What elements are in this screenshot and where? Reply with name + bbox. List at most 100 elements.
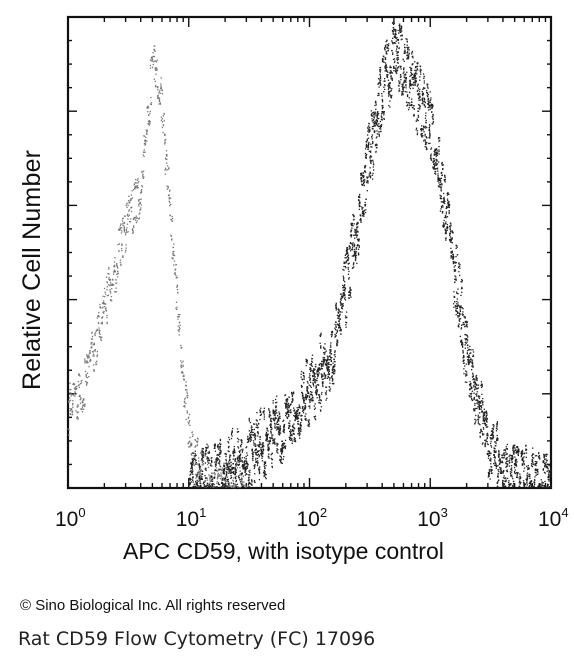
histogram-point	[383, 55, 385, 58]
histogram-point	[354, 248, 356, 251]
histogram-point	[431, 107, 433, 110]
histogram-point	[139, 202, 141, 204]
histogram-point	[458, 262, 460, 264]
histogram-point	[385, 67, 387, 69]
histogram-point	[220, 451, 222, 453]
histogram-point	[300, 430, 302, 433]
histogram-point	[318, 372, 320, 374]
histogram-point	[290, 439, 292, 441]
histogram-point	[244, 467, 246, 470]
histogram-point	[248, 474, 250, 476]
histogram-point	[417, 83, 419, 85]
histogram-point	[93, 349, 95, 352]
histogram-point	[302, 372, 305, 375]
histogram-point	[199, 485, 202, 487]
histogram-point	[330, 359, 332, 362]
histogram-point	[363, 178, 365, 181]
histogram-point	[444, 176, 446, 179]
histogram-point	[203, 481, 205, 483]
histogram-point	[234, 470, 237, 472]
histogram-point	[292, 430, 294, 433]
histogram-point	[303, 375, 305, 377]
histogram-point	[131, 197, 133, 199]
histogram-point	[121, 249, 123, 252]
histogram-point	[237, 447, 240, 449]
histogram-point	[393, 42, 395, 44]
histogram-point	[140, 204, 142, 206]
histogram-point	[278, 420, 280, 422]
histogram-point	[275, 412, 277, 414]
histogram-point	[423, 87, 425, 90]
histogram-point	[107, 284, 110, 286]
histogram-point	[111, 300, 113, 302]
histogram-point	[70, 393, 72, 395]
histogram-point	[360, 221, 362, 223]
histogram-point	[109, 289, 111, 291]
histogram-point	[334, 329, 337, 331]
histogram-point	[367, 137, 370, 139]
histogram-point	[428, 126, 430, 129]
histogram-point	[411, 63, 413, 65]
histogram-point	[304, 415, 306, 418]
histogram-point	[406, 91, 408, 93]
histogram-point	[176, 308, 178, 311]
histogram-point	[397, 54, 399, 56]
histogram-point	[370, 159, 372, 162]
histogram-point	[330, 342, 332, 344]
histogram-point	[281, 448, 283, 451]
histogram-point	[263, 418, 265, 420]
histogram-point	[307, 419, 309, 421]
histogram-point	[464, 375, 467, 377]
histogram-point	[235, 486, 237, 488]
histogram-point	[173, 243, 175, 245]
histogram-point	[318, 402, 321, 404]
histogram-point	[99, 336, 101, 338]
histogram-point	[414, 81, 417, 83]
histogram-point	[376, 117, 378, 119]
histogram-point	[376, 119, 378, 122]
histogram-point	[305, 413, 307, 415]
histogram-point	[439, 139, 441, 142]
histogram-point	[408, 102, 410, 104]
histogram-point	[317, 373, 320, 376]
histogram-point	[211, 465, 213, 467]
histogram-point	[114, 264, 116, 266]
histogram-point	[402, 92, 404, 95]
histogram-point	[448, 203, 450, 205]
histogram-point	[156, 68, 158, 70]
histogram-point	[98, 331, 101, 333]
histogram-point	[358, 205, 361, 208]
histogram-point	[217, 443, 219, 446]
histogram-point	[420, 128, 422, 130]
histogram-point	[111, 283, 114, 286]
histogram-point	[420, 135, 423, 137]
histogram-point	[378, 123, 380, 125]
histogram-point	[77, 405, 79, 407]
histogram-point	[371, 146, 373, 148]
histogram-point	[309, 398, 312, 400]
histogram-point	[348, 270, 350, 273]
histogram-point	[202, 463, 204, 466]
histogram-point	[374, 104, 376, 107]
histogram-point	[199, 466, 202, 468]
histogram-point	[96, 354, 99, 356]
histogram-point	[226, 465, 228, 467]
histogram-point	[400, 30, 403, 32]
histogram-point	[410, 71, 412, 73]
histogram-point	[164, 142, 166, 144]
histogram-point	[167, 167, 170, 169]
histogram-point	[445, 222, 447, 225]
histogram-point	[400, 38, 403, 41]
histogram-point	[385, 51, 387, 53]
histogram-point	[342, 295, 344, 297]
histogram-point	[162, 131, 164, 134]
histogram-point	[337, 324, 340, 326]
histogram-point	[144, 151, 146, 153]
histogram-point	[367, 129, 370, 131]
histogram-point	[281, 450, 284, 452]
histogram-point	[355, 252, 357, 254]
histogram-point	[281, 462, 283, 464]
histogram-point	[210, 472, 213, 475]
histogram-point	[95, 330, 97, 332]
histogram-point	[250, 484, 253, 486]
